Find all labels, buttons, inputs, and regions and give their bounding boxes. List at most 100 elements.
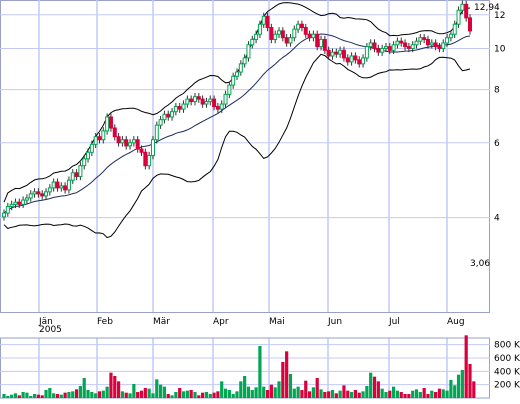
volume-bar (338, 390, 342, 398)
lower-band-line (3, 53, 471, 239)
volume-bar (71, 391, 75, 398)
candle-body (303, 27, 308, 35)
x-tick-label: Mär (153, 317, 170, 327)
volume-bar (460, 370, 464, 398)
candle-body (74, 172, 79, 177)
volume-bar (201, 392, 205, 398)
candle-body (376, 47, 381, 53)
candle-body (422, 37, 427, 40)
volume-bar (311, 387, 315, 398)
volume-bar (464, 335, 468, 398)
volume-bar (170, 395, 174, 398)
volume-bar (430, 390, 434, 398)
volume-bar (97, 391, 102, 398)
candle-body (357, 59, 362, 65)
volume-bar (399, 392, 403, 398)
candle-body (89, 143, 94, 153)
candle-body (219, 103, 224, 110)
volume-bar (101, 390, 105, 398)
volume-bar (243, 376, 247, 398)
volume-bar (139, 390, 144, 398)
volume-bar (55, 394, 60, 398)
volume-bar (212, 392, 216, 398)
volume-bar (292, 388, 296, 398)
candle-body (296, 23, 301, 30)
candle-body (238, 63, 243, 73)
candle-body (154, 124, 159, 141)
candle-body (284, 37, 289, 44)
candle-body (456, 9, 461, 25)
candle-body (17, 201, 22, 205)
candle-body (338, 49, 343, 55)
candle-body (445, 37, 450, 44)
candle-body (437, 46, 442, 49)
volume-bar (403, 394, 407, 398)
volume-bar (372, 376, 377, 398)
volume-bar (105, 386, 109, 398)
candle-body (189, 98, 194, 103)
candle-body (28, 193, 33, 199)
volume-bar (124, 392, 128, 398)
volume-bar (418, 392, 422, 398)
volume-bar (411, 390, 415, 398)
volume-bar (296, 386, 300, 398)
candle-body (124, 139, 129, 147)
low-label: 3,06 (470, 259, 490, 269)
candle-body (460, 3, 465, 11)
volume-bar (128, 393, 132, 398)
candle-body (116, 136, 121, 144)
candle-body (108, 116, 113, 129)
volume-bar (74, 389, 79, 398)
volume-bar (109, 372, 113, 398)
volume-bar (193, 392, 197, 398)
candle-body (162, 113, 167, 121)
candle-body (315, 33, 320, 48)
candle-body (387, 46, 392, 51)
volume-bar (449, 380, 453, 398)
candle-body (464, 3, 469, 19)
candle-body (383, 46, 388, 49)
candle-body (70, 172, 75, 181)
candle-body (2, 212, 6, 218)
candle-body (235, 71, 239, 77)
candle-body (257, 23, 262, 35)
upper-band-line (3, 2, 471, 203)
volume-bar (132, 384, 136, 398)
volume-bar (235, 391, 239, 398)
volume-bar (25, 392, 29, 398)
candle-body (147, 155, 152, 167)
candle-body (208, 98, 213, 103)
volume-bar (246, 386, 251, 398)
volume-bar (392, 386, 396, 398)
moving-average-line (3, 33, 471, 214)
candle-body (36, 191, 41, 195)
volume-bar (44, 390, 48, 398)
volume-bar (32, 394, 37, 398)
x-tick-label: Jän (38, 317, 53, 327)
volume-bar (288, 374, 293, 398)
x-tick-label: Jun (327, 317, 342, 327)
volume-bar (369, 372, 373, 398)
volume-bar (330, 390, 335, 398)
candle-body (322, 38, 327, 51)
volume-bar (414, 389, 419, 398)
volume-bar (395, 390, 400, 398)
candle-body (326, 49, 331, 57)
volume-bar (181, 391, 186, 398)
candle-body (395, 40, 400, 46)
candle-body (105, 116, 110, 132)
volume-bar (334, 393, 338, 398)
volume-bar (21, 392, 25, 398)
volume-bar (162, 386, 167, 398)
volume-bar (78, 386, 82, 398)
candle-body (334, 51, 339, 55)
volume-bar (174, 392, 178, 398)
volume-bar (384, 392, 388, 398)
volume-bar (48, 388, 52, 398)
candle-body (131, 139, 136, 144)
volume-bar (147, 388, 151, 398)
candle-body (330, 51, 335, 57)
volume-bar (353, 390, 358, 398)
candlesticks (2, 0, 472, 221)
